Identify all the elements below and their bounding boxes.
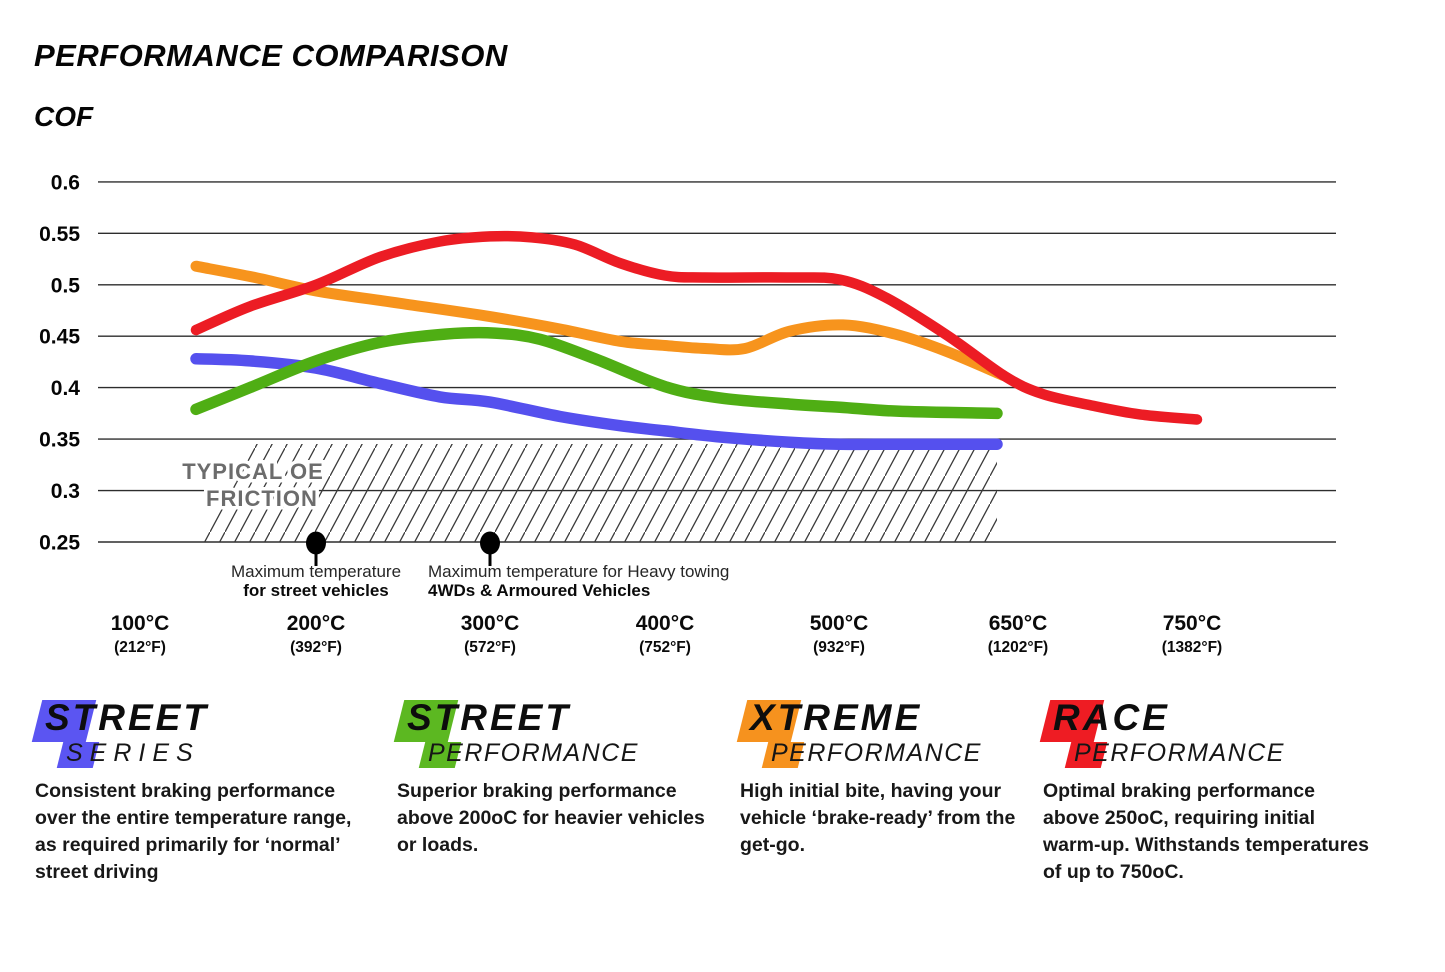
street-performance-logo: STREET PERFORMANCE (393, 697, 717, 770)
oe-friction-label: TYPICAL OE (182, 459, 324, 484)
page-title: PERFORMANCE COMPARISON (34, 38, 508, 73)
brand-description: Superior braking performance above 200oC… (397, 780, 705, 856)
performance-chart: 0.6 0.55 0.5 0.45 0.4 0.35 0.3 0.25 TYPICAL OEFR… (39, 171, 1336, 656)
x-axis-tick-fahrenheit: (1202°F) (988, 639, 1048, 656)
brand-word-primary: STREET (407, 697, 571, 738)
temperature-marker-dot (480, 531, 500, 555)
y-axis-label: 0.25 (39, 532, 80, 555)
y-axis-label: 0.45 (39, 326, 80, 349)
marker-stem (488, 554, 492, 566)
temperature-marker-dot (306, 531, 326, 555)
series-line-street-performance (190, 326, 1003, 420)
legend-street-series: STREET SERIES Consistent braking perform… (31, 697, 365, 886)
legend-xtreme-performance: XTREME PERFORMANCE High initial bite, ha… (736, 697, 1028, 859)
temperature-marker-label: Maximum temperature for Heavy towing (428, 562, 729, 581)
brand-word-secondary: SERIES (66, 739, 200, 767)
y-axis-label: 0.35 (39, 429, 80, 452)
x-axis-tick-fahrenheit: (212°F) (114, 639, 166, 656)
x-axis-tick-fahrenheit: (932°F) (813, 639, 865, 656)
xtreme-performance-logo: XTREME PERFORMANCE (736, 697, 1028, 770)
temperature-marker-label: for street vehicles (243, 581, 389, 600)
brand-word-primary: STREET (45, 697, 209, 738)
oe-friction-label: FRICTION (206, 486, 318, 511)
race-performance-logo: RACE PERFORMANCE (1039, 697, 1373, 770)
x-axis-tick: 650°C (989, 612, 1048, 635)
brand-description: Optimal braking performance above 250oC,… (1043, 780, 1369, 883)
marker-stem (314, 554, 318, 566)
y-axis-label: 0.4 (51, 377, 81, 400)
brand-word-primary: XTREME (750, 697, 923, 738)
series-line-xtreme-performance (190, 260, 1009, 381)
legend-street-performance: STREET PERFORMANCE Superior braking perf… (393, 697, 717, 859)
brand-legend: STREET SERIES Consistent braking perform… (0, 698, 1445, 958)
y-axis-label: 0.55 (39, 223, 80, 246)
x-axis-tick: 750°C (1163, 612, 1222, 635)
x-axis-tick: 500°C (810, 612, 869, 635)
x-axis-tick-fahrenheit: (392°F) (290, 639, 342, 656)
series-line-race-performance (190, 230, 1203, 425)
brand-description: High initial bite, having your vehicle ‘… (740, 780, 1016, 856)
y-axis-label: 0.5 (51, 274, 81, 297)
x-axis-tick: 300°C (461, 612, 520, 635)
brand-word-secondary: PERFORMANCE (1074, 739, 1285, 767)
temperature-marker-label: Maximum temperature (231, 562, 401, 581)
x-axis-tick-fahrenheit: (1382°F) (1162, 639, 1222, 656)
street-series-logo: STREET SERIES (31, 697, 365, 770)
y-axis-label: 0.6 (51, 171, 80, 194)
series-line-street-series (190, 353, 1003, 451)
y-axis-label: 0.3 (51, 480, 80, 503)
x-axis-tick: 100°C (111, 612, 170, 635)
brand-word-primary: RACE (1053, 697, 1170, 738)
legend-race-performance: RACE PERFORMANCE Optimal braking perform… (1039, 697, 1373, 886)
brand-word-secondary: PERFORMANCE (771, 739, 982, 767)
temperature-marker-label: 4WDs & Armoured Vehicles (428, 581, 650, 600)
y-axis-title: COF (34, 101, 94, 132)
x-axis-tick: 200°C (287, 612, 346, 635)
brand-word-secondary: PERFORMANCE (428, 739, 639, 767)
x-axis-tick-fahrenheit: (752°F) (639, 639, 691, 656)
x-axis-tick-fahrenheit: (572°F) (464, 639, 516, 656)
oe-friction-zone (192, 444, 997, 542)
brand-description: Consistent braking performance over the … (35, 780, 352, 883)
x-axis-tick: 400°C (636, 612, 695, 635)
